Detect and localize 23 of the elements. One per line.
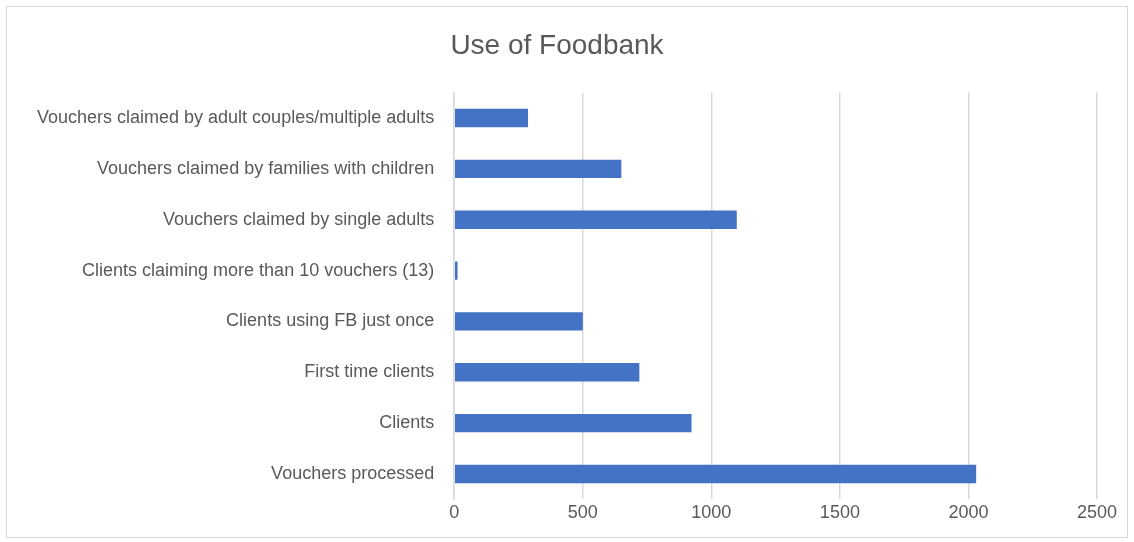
chart-title: Use of Foodbank bbox=[450, 28, 665, 60]
y-tick-label: Clients bbox=[379, 412, 435, 433]
y-tick-label: Vouchers processed bbox=[271, 462, 435, 483]
bar bbox=[454, 312, 583, 331]
bar bbox=[454, 464, 977, 484]
y-tick-label: Clients claiming more than 10 vouchers (13) bbox=[82, 259, 435, 280]
y-tick-label: Clients using FB just once bbox=[226, 310, 435, 331]
y-tick-label: Vouchers claimed by single adults bbox=[163, 208, 435, 229]
bar bbox=[454, 210, 737, 229]
y-tick-label: Vouchers claimed by adult couples/multiple adults bbox=[36, 106, 435, 127]
y-tick-label: First time clients bbox=[304, 361, 435, 382]
x-tick-label: 0 bbox=[449, 502, 460, 523]
bar bbox=[454, 159, 622, 179]
bar bbox=[454, 108, 529, 128]
x-tick-label: 1500 bbox=[819, 502, 860, 523]
bar bbox=[454, 363, 640, 382]
x-tick-label: 500 bbox=[567, 502, 598, 523]
bar bbox=[454, 413, 692, 433]
x-tick-label: 2500 bbox=[1076, 502, 1118, 523]
x-tick-label: 1000 bbox=[691, 502, 732, 523]
x-tick-label: 2000 bbox=[948, 502, 989, 523]
y-tick-label: Vouchers claimed by families with children bbox=[97, 157, 435, 178]
bar bbox=[454, 261, 458, 280]
